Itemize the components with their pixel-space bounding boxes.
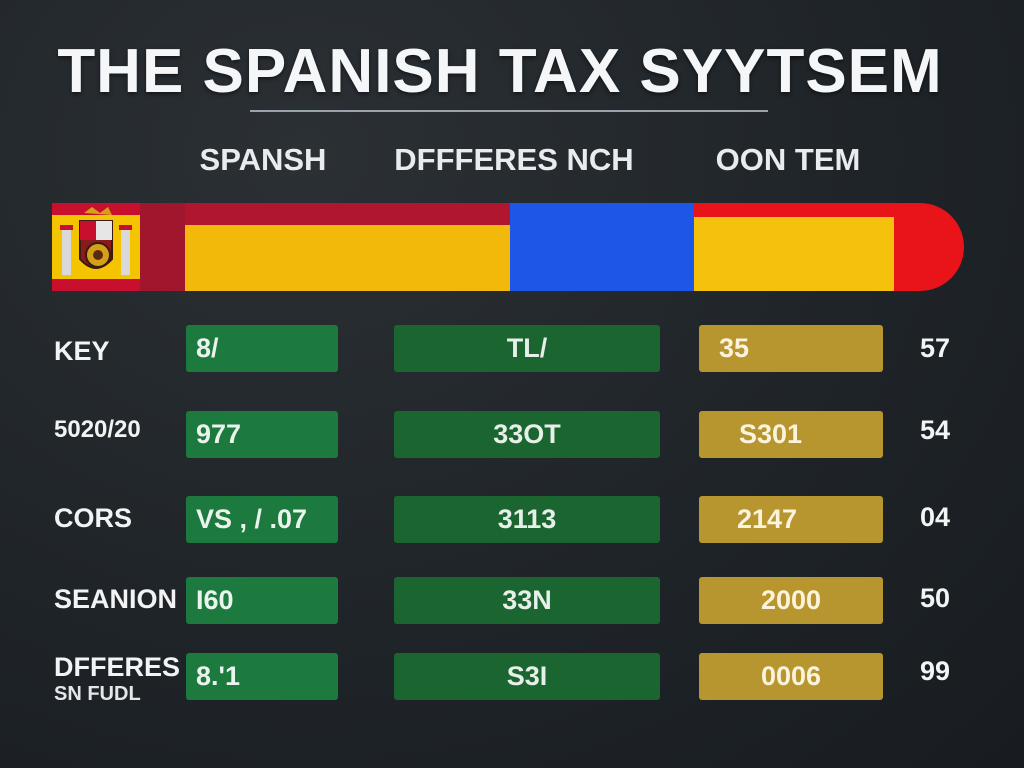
cell-value: 50 (919, 583, 951, 613)
cell-system: 2147 (699, 496, 883, 543)
band-red-top (185, 203, 510, 225)
column-header-spanish: SPANSH (199, 142, 327, 177)
cell-spanish: I60 (186, 577, 338, 624)
row-label-cors: CORS (54, 503, 133, 533)
row-label-year: 5020/20 (54, 416, 141, 443)
cell-differences: 33OT (394, 411, 660, 458)
cell-system: 35 (699, 325, 883, 372)
cell-system: 0006 (699, 653, 883, 700)
band-blue (510, 203, 694, 291)
cell-differences: TL/ (394, 325, 660, 372)
cell-spanish: 8/ (186, 325, 338, 372)
row-label-differences: DFFERES (54, 652, 181, 682)
cell-spanish: 977 (186, 411, 338, 458)
title-divider (250, 110, 768, 112)
band-yellow-right (694, 217, 894, 291)
flag-color-band (52, 203, 964, 291)
cell-value: 04 (919, 502, 951, 532)
column-header-system: OON TEM (715, 142, 861, 177)
column-header-differences: DFFFERES NCH (394, 142, 634, 177)
cell-value: 57 (919, 333, 951, 363)
cell-spanish: VS , / .07 (186, 496, 338, 543)
row-label-key: KEY (54, 336, 110, 366)
cell-value: 99 (919, 656, 951, 686)
page-title: THE SPANISH TAX SYYTSEM (57, 37, 943, 106)
row-label-seanion: SEANION (54, 584, 178, 614)
cell-system: S301 (699, 411, 883, 458)
spain-coat-of-arms-icon (52, 203, 140, 291)
cell-system: 2000 (699, 577, 883, 624)
cell-spanish: 8.'1 (186, 653, 338, 700)
cell-differences: 3113 (394, 496, 660, 543)
cell-differences: S3I (394, 653, 660, 700)
cell-differences: 33N (394, 577, 660, 624)
band-yellow-left (185, 225, 510, 291)
row-sublabel: SN FUDL (54, 683, 141, 705)
cell-value: 54 (919, 415, 951, 445)
band-red-stripe (140, 203, 185, 291)
